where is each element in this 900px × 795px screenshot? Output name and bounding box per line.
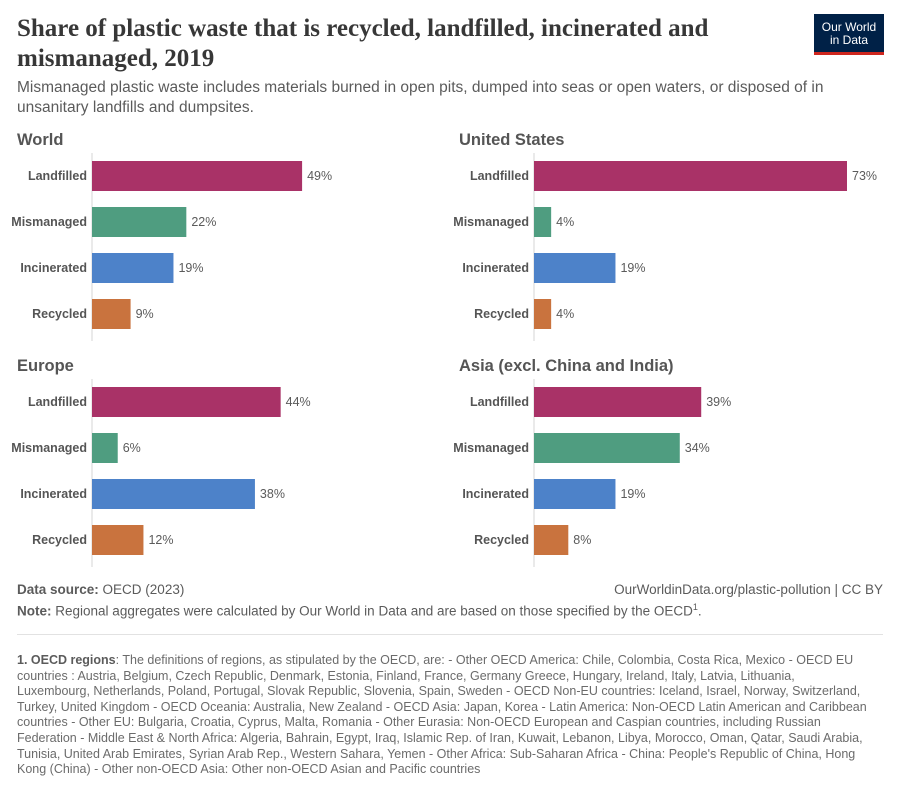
logo-line-2: in Data <box>829 33 869 47</box>
chart-title: Share of plastic waste that is recycled,… <box>17 15 709 72</box>
bar-chart-europe: Landfilled 44% Mismanaged 6% Incinerated 38% R… <box>11 379 311 567</box>
note: Note: Regional aggregates were calculate… <box>17 602 702 619</box>
value-label: 19% <box>620 261 645 275</box>
data-source-label: Data source: <box>17 582 99 597</box>
bar-incinerated[interactable] <box>92 479 255 509</box>
value-label: 49% <box>307 169 332 183</box>
logo-accent-bar <box>814 52 884 55</box>
value-label: 22% <box>191 215 216 229</box>
category-label: Incinerated <box>20 487 87 501</box>
owid-logo[interactable]: Our World in Data <box>814 14 884 55</box>
bar-landfilled[interactable] <box>92 161 303 191</box>
note-footnote-ref[interactable]: 1 <box>692 602 698 612</box>
value-label: 19% <box>178 261 203 275</box>
panel-world: World Landfilled 49% Mismanaged 22% Incinera… <box>11 131 447 341</box>
value-label: 4% <box>556 307 574 321</box>
category-label: Incinerated <box>20 261 87 275</box>
category-label: Recycled <box>474 533 529 547</box>
bar-incinerated[interactable] <box>534 253 616 283</box>
panel-europe: Europe Landfilled 44% Mismanaged 6% Incinera… <box>11 357 447 567</box>
divider <box>17 634 883 635</box>
bar-recycled[interactable] <box>534 299 552 329</box>
bar-mismanaged[interactable] <box>92 207 187 237</box>
bar-chart-world: Landfilled 49% Mismanaged 22% Incinerated 19%… <box>11 153 332 341</box>
footnote-label: 1. OECD regions <box>17 653 116 667</box>
category-label: Landfilled <box>28 169 87 183</box>
category-label: Landfilled <box>470 169 529 183</box>
category-label: Recycled <box>474 307 529 321</box>
value-label: 44% <box>286 395 311 409</box>
value-label: 19% <box>620 487 645 501</box>
data-source-link[interactable]: OECD (2023) <box>102 582 185 597</box>
category-label: Recycled <box>32 307 87 321</box>
value-label: 8% <box>573 533 591 547</box>
panel-title: World <box>17 131 64 149</box>
panel-title: Europe <box>17 357 74 375</box>
panel-title: United States <box>459 131 565 149</box>
bar-chart-asia: Landfilled 39% Mismanaged 34% Incinerated 19%… <box>453 379 731 567</box>
category-label: Mismanaged <box>11 215 87 229</box>
bar-landfilled[interactable] <box>534 387 702 417</box>
bar-incinerated[interactable] <box>534 479 616 509</box>
bar-landfilled[interactable] <box>534 161 847 191</box>
value-label: 12% <box>148 533 173 547</box>
logo-line-1: Our World <box>821 20 877 34</box>
bar-recycled[interactable] <box>534 525 569 555</box>
value-label: 6% <box>123 441 141 455</box>
footnote: 1. OECD regions: The definitions of regi… <box>17 653 867 778</box>
category-label: Landfilled <box>470 395 529 409</box>
data-source: Data source: OECD (2023) <box>17 582 184 597</box>
bar-recycled[interactable] <box>92 299 131 329</box>
bar-chart-united-states: Landfilled 73% Mismanaged 4% Incinerated 19% R… <box>453 153 877 341</box>
value-label: 73% <box>852 169 877 183</box>
source-url[interactable]: OurWorldinData.org/plastic-pollution | C… <box>614 582 883 597</box>
value-label: 38% <box>260 487 285 501</box>
category-label: Incinerated <box>462 261 529 275</box>
bar-landfilled[interactable] <box>92 387 281 417</box>
panel-asia: Asia (excl. China and India) Landfilled 3… <box>453 357 889 567</box>
bar-mismanaged[interactable] <box>534 433 680 463</box>
category-label: Mismanaged <box>453 441 529 455</box>
value-label: 39% <box>706 395 731 409</box>
value-label: 4% <box>556 215 574 229</box>
category-label: Incinerated <box>462 487 529 501</box>
bar-mismanaged[interactable] <box>534 207 552 237</box>
bar-mismanaged[interactable] <box>92 433 118 463</box>
note-label: Note: <box>17 603 52 619</box>
footnote-text: : The definitions of regions, as stipula… <box>17 653 867 777</box>
note-text: Regional aggregates were calculated by O… <box>55 603 693 619</box>
value-label: 34% <box>685 441 710 455</box>
value-label: 9% <box>136 307 154 321</box>
note-end: . <box>697 603 702 619</box>
category-label: Landfilled <box>28 395 87 409</box>
category-label: Recycled <box>32 533 87 547</box>
bar-recycled[interactable] <box>92 525 144 555</box>
category-label: Mismanaged <box>11 441 87 455</box>
bar-incinerated[interactable] <box>92 253 174 283</box>
chart-subtitle: Mismanaged plastic waste includes materi… <box>17 79 824 116</box>
panel-title: Asia (excl. China and India) <box>459 357 674 375</box>
category-label: Mismanaged <box>453 215 529 229</box>
panel-united-states: United States Landfilled 73% Mismanaged 4% I… <box>453 131 889 341</box>
